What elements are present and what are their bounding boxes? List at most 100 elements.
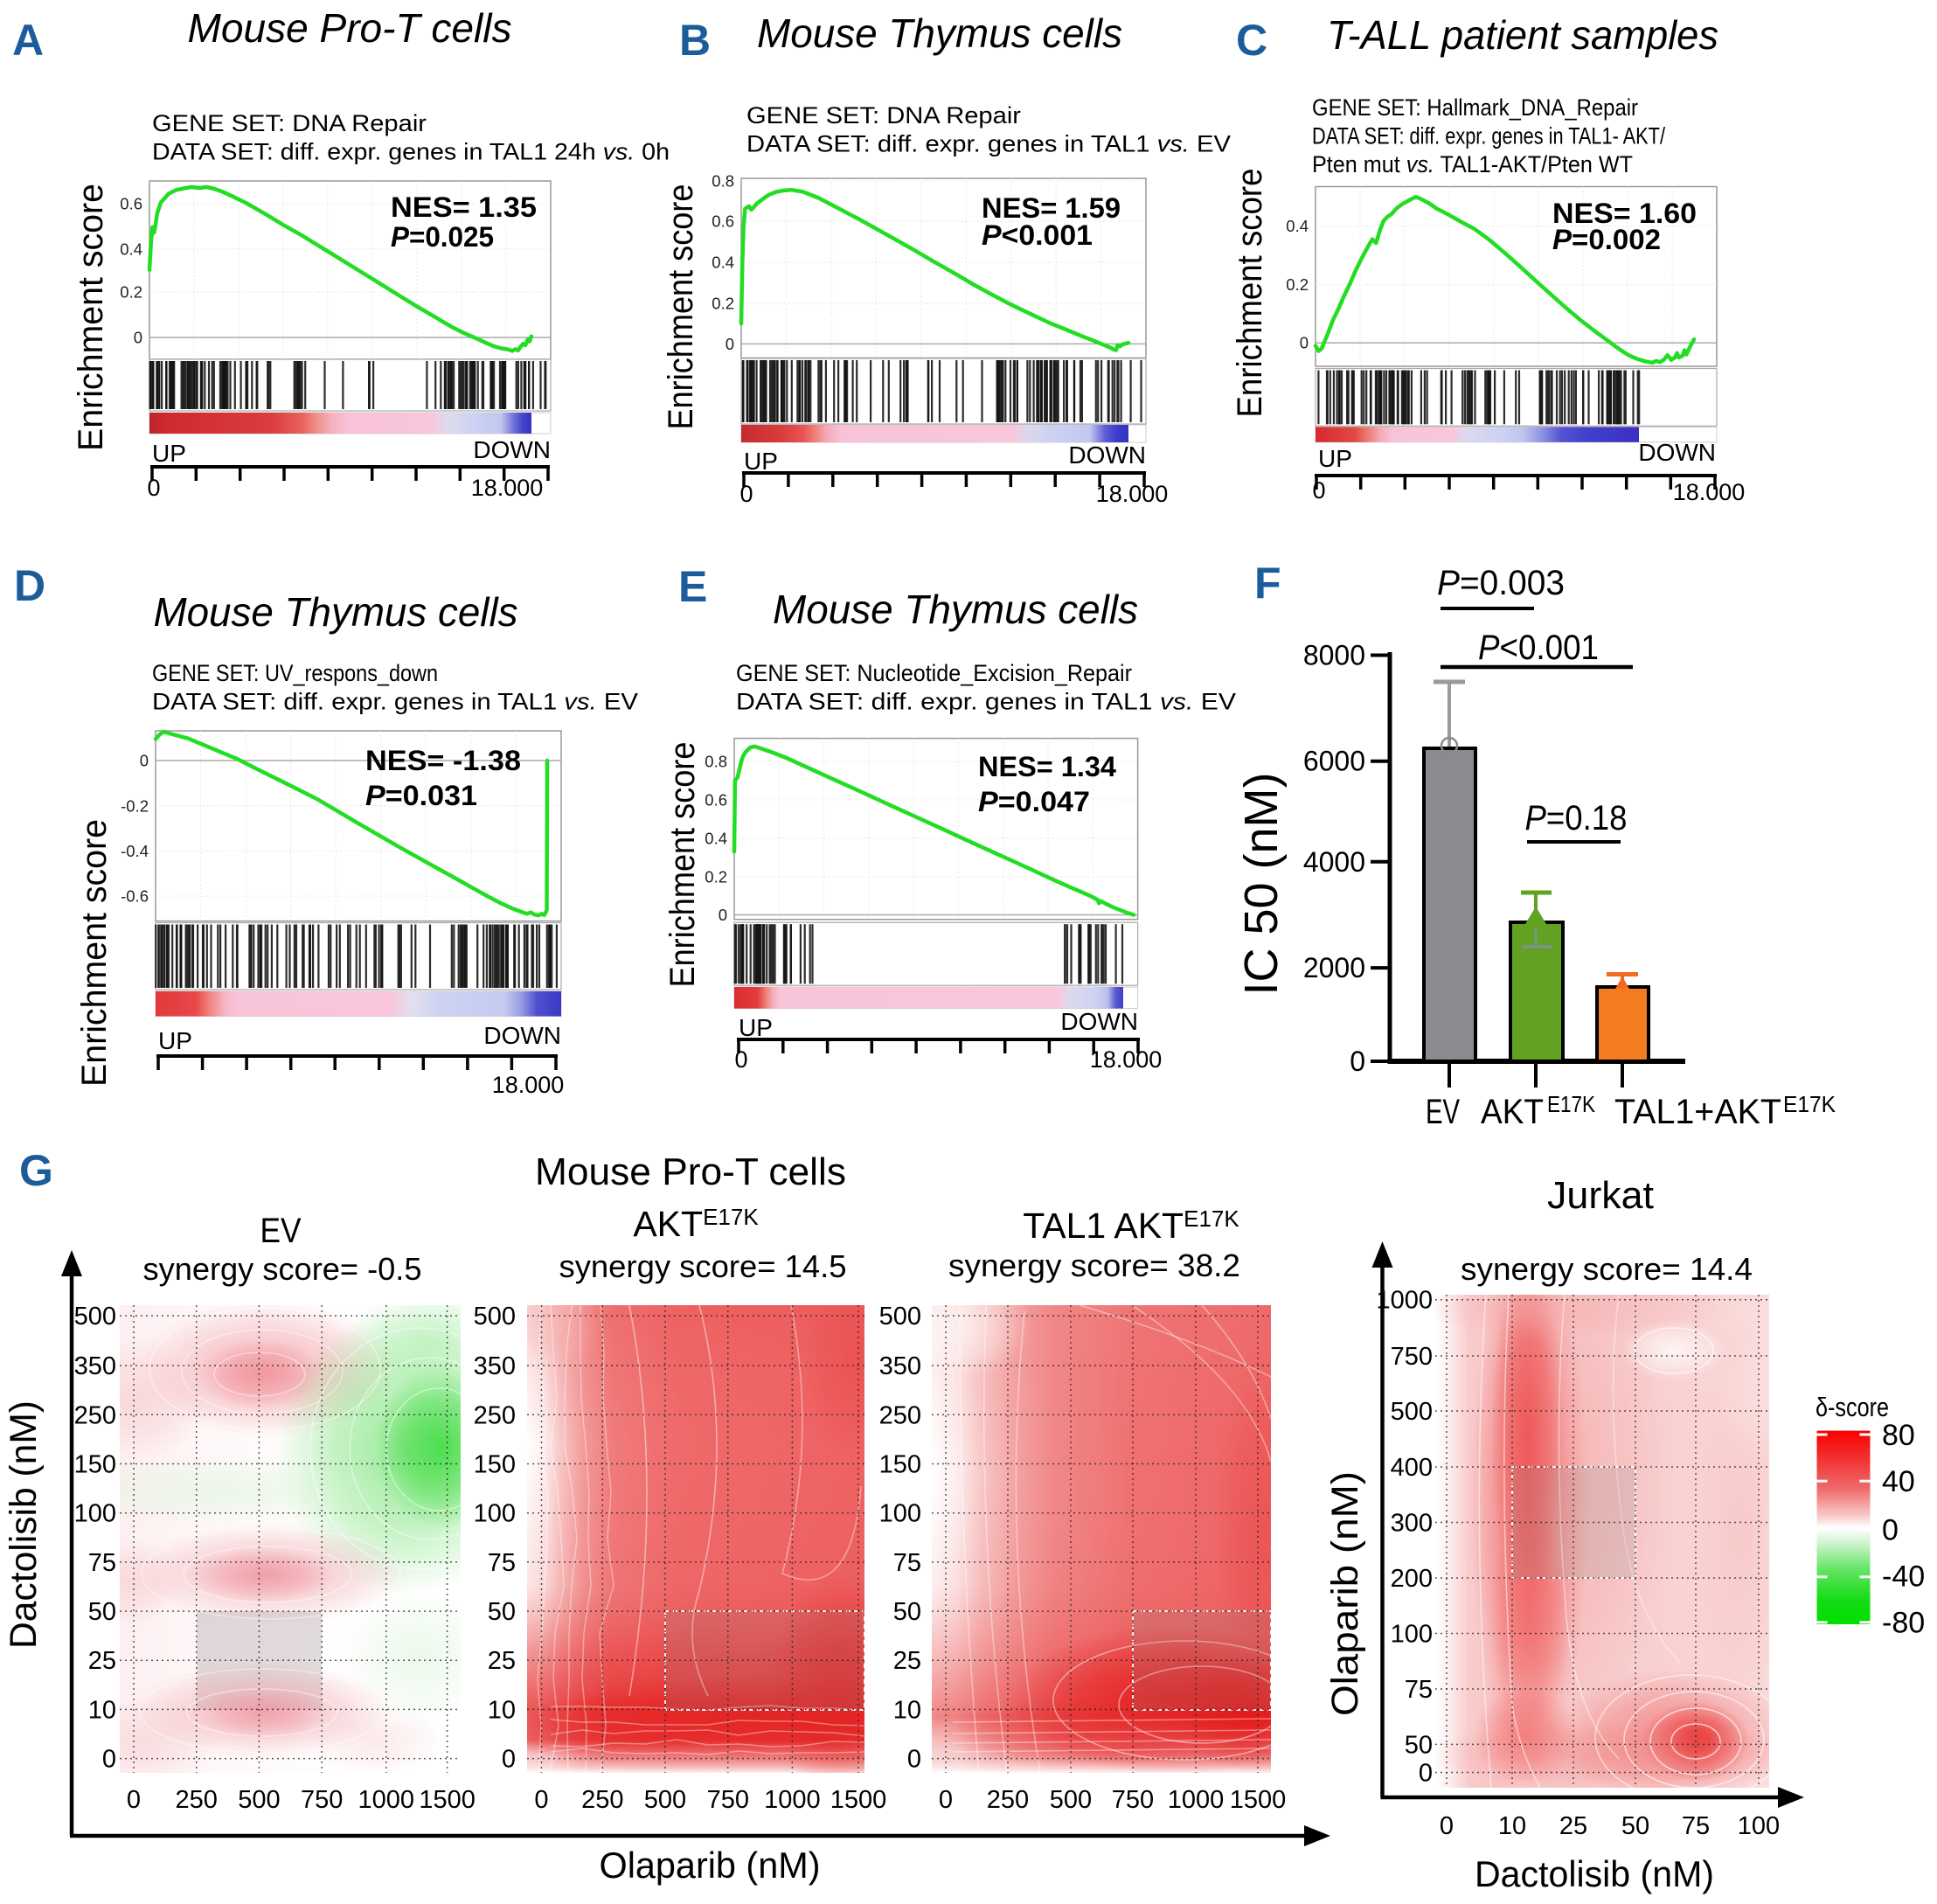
svg-text:350: 350 bbox=[474, 1352, 516, 1380]
svg-text:A: A bbox=[12, 16, 44, 65]
svg-text:500: 500 bbox=[879, 1303, 921, 1331]
svg-text:Enrichment score: Enrichment score bbox=[662, 184, 700, 430]
svg-text:18.000: 18.000 bbox=[471, 475, 544, 501]
svg-text:250: 250 bbox=[474, 1401, 516, 1429]
svg-text:0: 0 bbox=[534, 1786, 548, 1814]
svg-text:250: 250 bbox=[581, 1786, 623, 1814]
svg-text:P=0.003: P=0.003 bbox=[1437, 564, 1565, 602]
svg-text:750: 750 bbox=[1112, 1786, 1154, 1814]
svg-text:750: 750 bbox=[301, 1786, 343, 1814]
svg-text:75: 75 bbox=[88, 1549, 116, 1577]
svg-text:G: G bbox=[19, 1146, 53, 1195]
svg-text:NES= 1.60: NES= 1.60 bbox=[1552, 198, 1697, 229]
svg-text:8000: 8000 bbox=[1303, 640, 1365, 671]
svg-text:Jurkat: Jurkat bbox=[1547, 1174, 1654, 1217]
svg-text:50: 50 bbox=[488, 1598, 516, 1626]
svg-text:synergy score= 14.5: synergy score= 14.5 bbox=[559, 1248, 847, 1284]
svg-text:P<0.001: P<0.001 bbox=[1478, 629, 1599, 667]
svg-text:0: 0 bbox=[907, 1746, 921, 1774]
svg-text:25: 25 bbox=[1559, 1812, 1587, 1840]
svg-text:0.4: 0.4 bbox=[1286, 217, 1309, 235]
svg-text:10: 10 bbox=[88, 1696, 116, 1724]
svg-text:-0.6: -0.6 bbox=[121, 887, 149, 906]
svg-text:0: 0 bbox=[502, 1746, 516, 1774]
svg-text:75: 75 bbox=[488, 1549, 516, 1577]
svg-text:-0.4: -0.4 bbox=[121, 842, 149, 860]
svg-text:0: 0 bbox=[1350, 1046, 1365, 1077]
svg-text:1000: 1000 bbox=[1168, 1786, 1225, 1814]
svg-text:Mouse Thymus cells: Mouse Thymus cells bbox=[154, 589, 518, 635]
svg-text:E17K: E17K bbox=[1783, 1091, 1836, 1117]
svg-text:50: 50 bbox=[1621, 1812, 1649, 1840]
svg-text:EV: EV bbox=[260, 1212, 302, 1250]
svg-text:Mouse Pro-T cells: Mouse Pro-T cells bbox=[188, 5, 512, 51]
svg-text:0: 0 bbox=[134, 329, 142, 347]
svg-text:Enrichment score: Enrichment score bbox=[1231, 169, 1269, 418]
svg-text:GENE SET: DNA Repair: GENE SET: DNA Repair bbox=[152, 110, 427, 136]
svg-text:0: 0 bbox=[140, 752, 149, 770]
svg-text:0: 0 bbox=[734, 1046, 747, 1073]
svg-text:EV: EV bbox=[1426, 1093, 1460, 1131]
svg-text:18.000: 18.000 bbox=[1090, 1046, 1163, 1073]
svg-text:E17K: E17K bbox=[1547, 1091, 1596, 1117]
svg-text:2000: 2000 bbox=[1303, 952, 1365, 983]
svg-text:150: 150 bbox=[474, 1451, 516, 1479]
svg-text:IC 50 (nM): IC 50 (nM) bbox=[1235, 772, 1288, 995]
svg-text:-40: -40 bbox=[1882, 1560, 1925, 1594]
svg-text:0.4: 0.4 bbox=[120, 240, 142, 259]
svg-text:500: 500 bbox=[74, 1303, 116, 1331]
svg-text:0.2: 0.2 bbox=[120, 283, 142, 302]
svg-text:P=0.18: P=0.18 bbox=[1525, 799, 1628, 837]
svg-text:Olaparib (nM): Olaparib (nM) bbox=[1324, 1471, 1366, 1716]
svg-text:1000: 1000 bbox=[358, 1786, 415, 1814]
svg-text:500: 500 bbox=[474, 1303, 516, 1331]
svg-text:1500: 1500 bbox=[419, 1786, 476, 1814]
svg-text:UP: UP bbox=[158, 1027, 192, 1054]
svg-text:500: 500 bbox=[1050, 1786, 1092, 1814]
svg-text:350: 350 bbox=[74, 1352, 116, 1380]
svg-text:50: 50 bbox=[1405, 1731, 1433, 1759]
svg-text:250: 250 bbox=[879, 1401, 921, 1429]
svg-text:Enrichment score: Enrichment score bbox=[663, 742, 702, 988]
svg-text:UP: UP bbox=[1318, 445, 1352, 472]
svg-text:DOWN: DOWN bbox=[1638, 439, 1716, 466]
svg-text:100: 100 bbox=[474, 1500, 516, 1528]
svg-text:400: 400 bbox=[1391, 1454, 1433, 1482]
svg-text:6000: 6000 bbox=[1303, 746, 1365, 777]
svg-text:GENE SET: Hallmark_DNA_Repair: GENE SET: Hallmark_DNA_Repair bbox=[1312, 94, 1638, 121]
svg-text:18.000: 18.000 bbox=[492, 1072, 565, 1098]
svg-text:synergy score= 38.2: synergy score= 38.2 bbox=[948, 1247, 1240, 1283]
svg-text:100: 100 bbox=[879, 1500, 921, 1528]
svg-text:150: 150 bbox=[879, 1451, 921, 1479]
svg-text:B: B bbox=[679, 16, 711, 65]
svg-text:NES= 1.34: NES= 1.34 bbox=[978, 751, 1116, 782]
svg-text:10: 10 bbox=[893, 1696, 921, 1724]
svg-text:1000: 1000 bbox=[764, 1786, 821, 1814]
svg-text:100: 100 bbox=[74, 1500, 116, 1528]
svg-text:P=0.002: P=0.002 bbox=[1552, 224, 1661, 255]
svg-text:0: 0 bbox=[719, 906, 727, 924]
svg-text:0.2: 0.2 bbox=[712, 295, 734, 313]
svg-text:50: 50 bbox=[893, 1598, 921, 1626]
svg-text:0.4: 0.4 bbox=[712, 254, 734, 272]
svg-text:18.000: 18.000 bbox=[1673, 479, 1746, 505]
svg-text:DOWN: DOWN bbox=[1060, 1008, 1138, 1035]
svg-text:0.4: 0.4 bbox=[705, 830, 727, 848]
svg-text:TAL1+AKT: TAL1+AKT bbox=[1614, 1093, 1781, 1131]
svg-text:1000: 1000 bbox=[1376, 1287, 1433, 1315]
svg-text:T-ALL patient samples: T-ALL patient samples bbox=[1327, 12, 1718, 58]
svg-text:UP: UP bbox=[744, 448, 778, 475]
svg-text:350: 350 bbox=[879, 1352, 921, 1380]
svg-text:D: D bbox=[14, 561, 45, 610]
svg-text:200: 200 bbox=[1391, 1565, 1433, 1593]
svg-text:0.2: 0.2 bbox=[1286, 275, 1309, 294]
svg-text:500: 500 bbox=[1391, 1398, 1433, 1426]
svg-text:GENE SET: UV_respons_down: GENE SET: UV_respons_down bbox=[152, 660, 438, 686]
svg-text:0.2: 0.2 bbox=[705, 868, 727, 886]
svg-text:-80: -80 bbox=[1882, 1607, 1925, 1640]
svg-text:0: 0 bbox=[1440, 1812, 1454, 1840]
svg-text:NES= 1.35: NES= 1.35 bbox=[391, 191, 537, 223]
svg-text:DOWN: DOWN bbox=[483, 1022, 561, 1049]
svg-text:0: 0 bbox=[739, 481, 753, 507]
svg-text:75: 75 bbox=[1405, 1676, 1433, 1704]
